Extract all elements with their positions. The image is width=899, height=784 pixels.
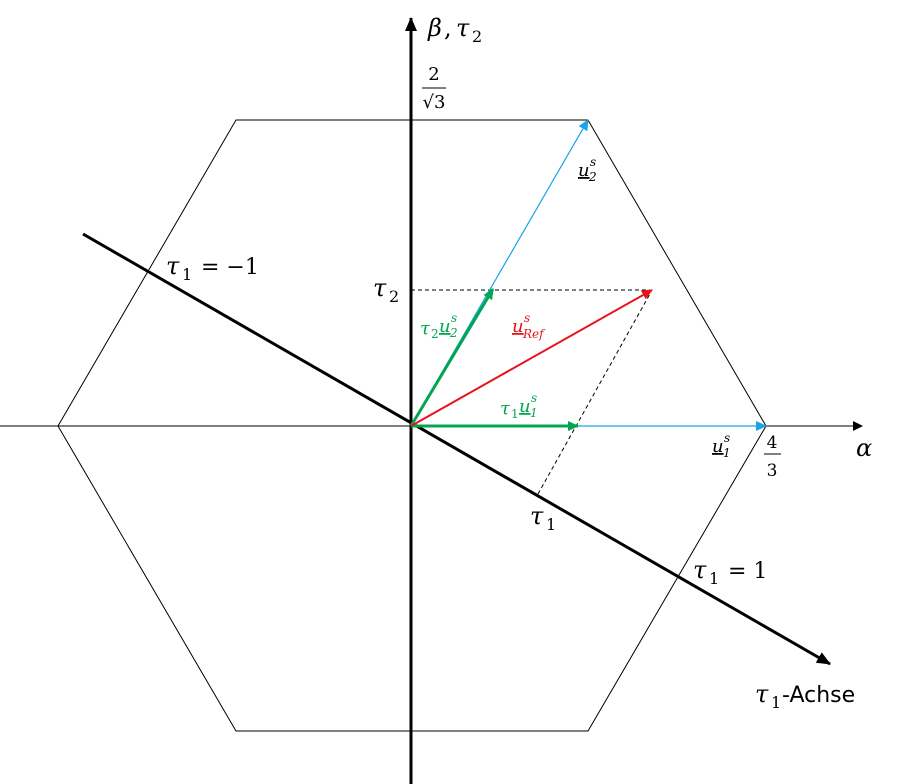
label: τ — [166, 252, 180, 280]
label: 1 — [530, 406, 538, 420]
label: Ref — [522, 327, 546, 341]
label: u — [512, 316, 524, 337]
label: τ — [755, 680, 769, 708]
label: 2 — [472, 27, 482, 46]
label: τ — [530, 502, 544, 530]
label: 3 — [767, 461, 778, 481]
label: 1 — [709, 569, 719, 588]
label: 1 — [511, 407, 519, 421]
label: s — [590, 155, 596, 169]
label: 2 — [428, 64, 439, 85]
label: √3 — [423, 92, 446, 113]
label: τ — [456, 14, 470, 42]
label: s — [531, 391, 537, 405]
label: 2 — [389, 287, 399, 306]
tau1-axis — [82, 232, 831, 666]
label: -Achse — [782, 683, 855, 708]
vector-tau2-u2 — [409, 288, 495, 427]
label: β — [427, 14, 442, 42]
label: 1 — [546, 515, 556, 534]
label: u — [712, 436, 724, 457]
label: = 1 — [721, 559, 767, 584]
label: 4 — [767, 433, 778, 453]
label: τ — [420, 318, 431, 339]
label: s — [524, 311, 530, 325]
label: u — [439, 316, 451, 337]
label: 2 — [431, 327, 439, 341]
label: = −1 — [194, 255, 259, 280]
vector-uref — [410, 289, 653, 427]
dashed-guide — [537, 291, 652, 495]
label: 2 — [588, 170, 597, 184]
label: α — [856, 434, 872, 462]
label: u — [519, 396, 531, 417]
label: s — [724, 431, 730, 445]
label: 1 — [771, 693, 781, 712]
label: u — [578, 160, 590, 181]
label: 1 — [723, 446, 731, 460]
label: τ — [693, 556, 707, 584]
label: 2 — [449, 326, 458, 340]
label: 1 — [182, 265, 192, 284]
label: τ — [373, 274, 387, 302]
label: s — [451, 311, 457, 325]
label: τ — [500, 398, 511, 419]
label: , — [444, 14, 459, 42]
